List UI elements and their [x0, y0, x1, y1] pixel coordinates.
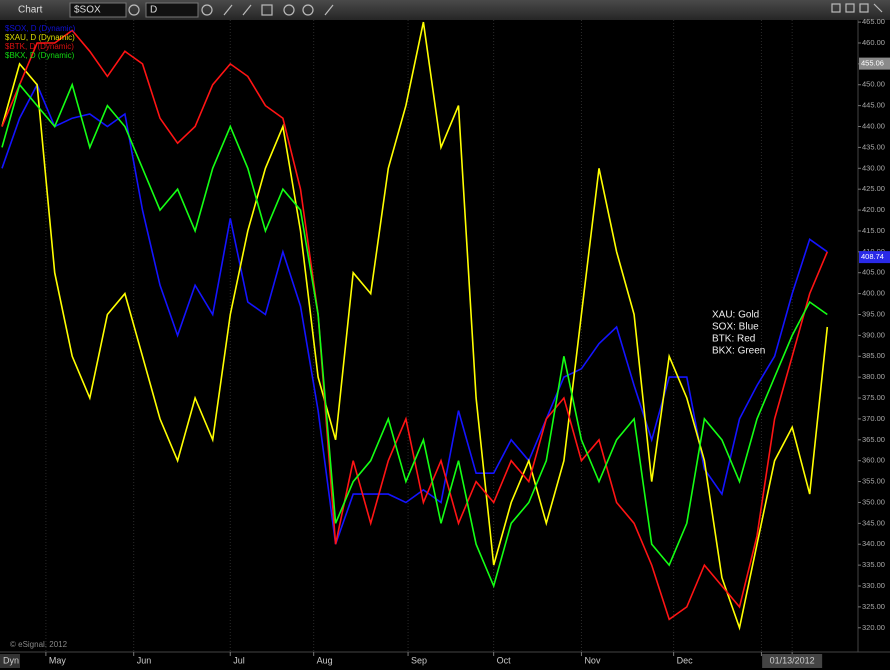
y-tick-label: 400.00 [862, 289, 885, 298]
y-tick-label: 340.00 [862, 539, 885, 548]
x-tick-label: Oct [497, 655, 512, 665]
y-tick-label: 385.00 [862, 351, 885, 360]
dyn-button[interactable] [0, 654, 20, 668]
symbol[interactable]: $SOX [74, 5, 101, 16]
series-line [1, 21, 829, 631]
table-icon[interactable] [261, 4, 273, 16]
y-tick-label: 380.00 [862, 372, 885, 381]
interval[interactable]: D [150, 5, 157, 16]
legend-entry: $BKX, D (Dynamic) [5, 51, 75, 60]
y-tick-label: 320.00 [862, 623, 885, 632]
settings-icon[interactable] [128, 4, 140, 16]
interval-box[interactable] [145, 2, 199, 18]
refresh-icon[interactable] [201, 4, 213, 16]
y-tick-label: 465.00 [862, 17, 885, 26]
y-tick-label: 325.00 [862, 602, 885, 611]
y-tick-label: 365.00 [862, 435, 885, 444]
series-line [1, 82, 828, 545]
price-marker [859, 251, 890, 264]
y-tick-label: 430.00 [862, 163, 885, 172]
y-tick-label: 335.00 [862, 560, 885, 569]
minimize[interactable] [831, 3, 841, 13]
x-cursor-box [762, 654, 823, 668]
legend-entry: $SOX, D (Dynamic) [5, 24, 76, 33]
restore[interactable] [859, 3, 869, 13]
x-tick-label: Aug [317, 655, 333, 665]
price-marker-label: 455.06 [861, 59, 884, 68]
y-tick-label: 435.00 [862, 142, 885, 151]
y-tick-label: 360.00 [862, 456, 885, 465]
y-tick-label: 375.00 [862, 393, 885, 402]
symbol-box[interactable] [69, 2, 127, 18]
zoom-icon[interactable] [302, 4, 314, 16]
annotation: SOX: Blue [712, 322, 759, 333]
annotation: BKX: Green [712, 346, 765, 357]
x-tick-label: Dec [677, 655, 694, 665]
y-tick-label: 370.00 [862, 414, 885, 423]
y-tick-label: 395.00 [862, 309, 885, 318]
annotation: XAU: Gold [712, 310, 759, 321]
maximize[interactable] [845, 3, 855, 13]
toolbar [0, 0, 890, 20]
legend-entry: $BTK, D (Dynamic) [5, 42, 74, 51]
dyn-label[interactable]: Dyn [3, 655, 19, 665]
y-tick-label: 425.00 [862, 184, 885, 193]
y-tick-label: 450.00 [862, 80, 885, 89]
y-tick-label: 405.00 [862, 268, 885, 277]
y-tick-label: 330.00 [862, 581, 885, 590]
y-tick-label: 415.00 [862, 226, 885, 235]
y-tick-label: 420.00 [862, 205, 885, 214]
x-tick-label: Jul [233, 655, 245, 665]
series-line [1, 82, 828, 589]
y-tick-label: 355.00 [862, 477, 885, 486]
draw-icon[interactable] [223, 4, 233, 16]
y-tick-label: 390.00 [862, 330, 885, 339]
price-marker-label: 408.74 [861, 252, 884, 261]
x-tick-label: Nov [584, 655, 601, 665]
close[interactable] [873, 3, 883, 13]
legend-entry: $XAU, D (Dynamic) [5, 33, 75, 42]
y-tick-label: 445.00 [862, 101, 885, 110]
play-icon[interactable] [283, 4, 295, 16]
copyright: © eSignal, 2012 [10, 640, 68, 649]
x-tick-label: 01/13/2012 [770, 655, 815, 665]
x-tick-label: Sep [411, 655, 427, 665]
window-title: Chart [18, 5, 43, 16]
y-tick-label: 350.00 [862, 497, 885, 506]
y-tick-label: 345.00 [862, 518, 885, 527]
price-marker [859, 57, 890, 70]
y-tick-label: 440.00 [862, 122, 885, 131]
x-tick-label: May [49, 655, 67, 665]
line-icon[interactable] [242, 4, 252, 16]
y-tick-label: 460.00 [862, 38, 885, 47]
annotation: BTK: Red [712, 334, 755, 345]
tool-icon[interactable] [324, 4, 334, 16]
x-tick-label: Jun [137, 655, 152, 665]
